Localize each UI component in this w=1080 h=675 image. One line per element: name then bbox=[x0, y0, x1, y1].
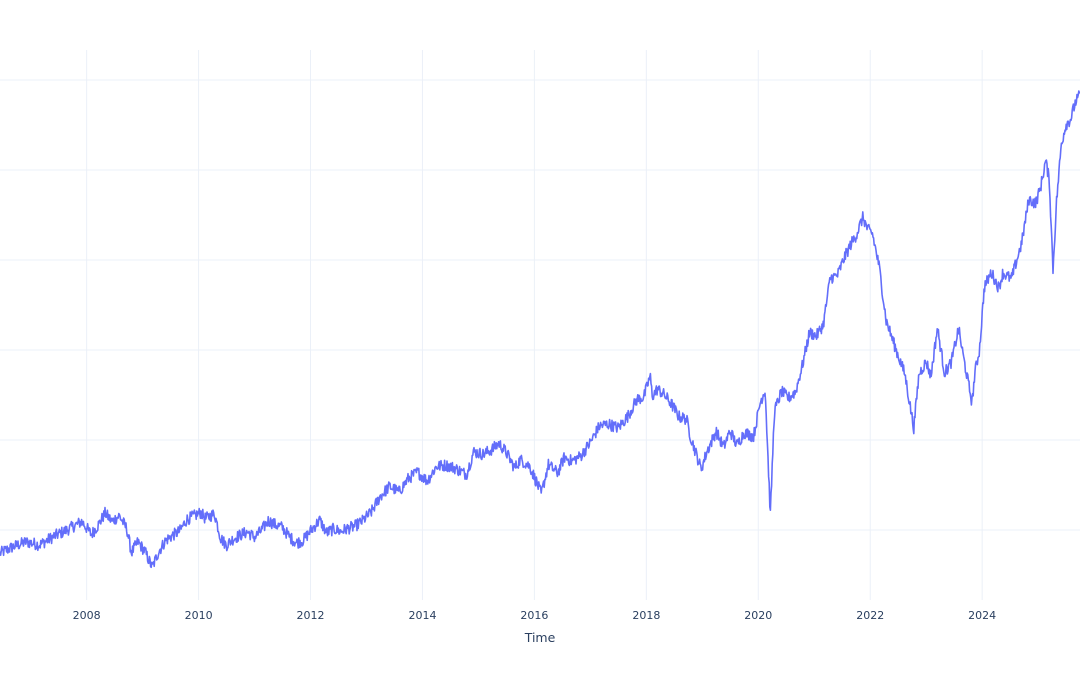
x-tick-label: 2020 bbox=[744, 609, 772, 622]
x-tick-label: 2022 bbox=[856, 609, 884, 622]
x-tick-label: 2014 bbox=[408, 609, 436, 622]
x-axis-title: Time bbox=[524, 630, 556, 645]
x-tick-label: 2024 bbox=[968, 609, 996, 622]
x-tick-label: 2012 bbox=[297, 609, 325, 622]
x-tick-label: 2016 bbox=[520, 609, 548, 622]
x-gridlines bbox=[86, 50, 983, 600]
x-tick-label: 2008 bbox=[73, 609, 101, 622]
x-tick-label: 2010 bbox=[185, 609, 213, 622]
x-axis-tick-labels: 2008 2010 2012 2014 2016 2018 2020 2022 2024 bbox=[73, 609, 997, 622]
x-tick-label: 2018 bbox=[632, 609, 660, 622]
series-line bbox=[0, 90, 1080, 569]
plot-area bbox=[0, 90, 1080, 569]
